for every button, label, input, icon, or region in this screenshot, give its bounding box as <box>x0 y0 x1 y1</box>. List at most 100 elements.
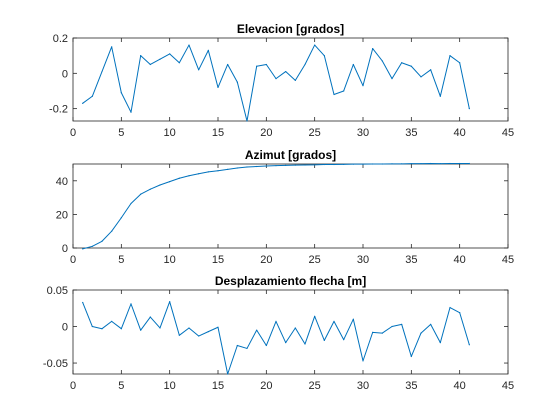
chart-title: Elevacion [grados] <box>237 22 344 36</box>
data-point <box>352 163 354 165</box>
data-point <box>439 95 441 97</box>
data-point <box>468 162 470 165</box>
data-point <box>468 108 470 110</box>
data-point <box>449 55 451 57</box>
data-point <box>130 303 132 305</box>
data-point <box>159 58 161 60</box>
data-point <box>265 63 267 66</box>
data-point <box>352 318 354 320</box>
data-point <box>140 329 142 331</box>
data-point <box>101 70 103 73</box>
data-point <box>343 339 345 341</box>
data-point <box>120 217 122 219</box>
data-point <box>178 177 180 179</box>
data-point <box>217 86 219 89</box>
data-point <box>217 170 219 172</box>
data-point <box>169 181 171 183</box>
y-tick-label: -0.05 <box>43 358 68 370</box>
data-point <box>391 325 393 328</box>
data-point <box>343 90 345 92</box>
data-point <box>246 166 248 168</box>
subplot-3: Desplazamiento flecha [m] 0 5 10 15 20 25 30 35 4… <box>43 274 514 392</box>
data-point <box>352 63 354 66</box>
x-tick-label: 40 <box>454 254 466 266</box>
data-point <box>410 163 412 165</box>
data-point <box>91 325 93 328</box>
x-tick-label: 5 <box>118 380 124 392</box>
data-point <box>362 85 364 87</box>
data-point <box>82 102 84 104</box>
data-point <box>169 53 171 55</box>
data-point <box>449 306 451 309</box>
data-point <box>391 163 393 165</box>
data-point <box>256 329 258 331</box>
data-point <box>294 79 296 81</box>
data-point <box>120 328 122 330</box>
data-point <box>169 301 171 303</box>
data-point <box>246 120 248 122</box>
data-point <box>294 164 296 166</box>
data-point <box>323 163 325 166</box>
data-point <box>159 184 161 186</box>
data-point <box>459 312 461 314</box>
x-tick-label: 35 <box>405 254 417 266</box>
data-point <box>304 164 306 166</box>
data-point <box>140 55 142 57</box>
data-point <box>101 328 103 330</box>
data-point <box>236 81 238 83</box>
data-point <box>420 76 422 78</box>
x-tick-label: 30 <box>357 127 369 139</box>
x-tick-label: 45 <box>502 254 514 266</box>
subplot-1: Elevacion [grados] 0 5 10 15 20 25 30 35 40 45 -0.2… <box>49 22 514 139</box>
data-point <box>430 162 432 165</box>
data-point <box>91 95 93 97</box>
data-point <box>130 202 132 205</box>
x-tick-label: 20 <box>260 127 272 139</box>
chart-title: Desplazamiento flecha [m] <box>215 274 366 288</box>
data-point <box>207 49 209 51</box>
x-tick-label: 10 <box>164 380 176 392</box>
data-point <box>256 165 258 168</box>
y-tick-label: 20 <box>56 209 68 221</box>
data-point <box>439 341 441 344</box>
data-point <box>391 78 393 80</box>
data-point <box>227 63 229 66</box>
data-point <box>401 163 403 165</box>
data-point <box>188 327 190 329</box>
axes-box <box>72 37 509 122</box>
data-point <box>362 163 364 165</box>
data-point <box>294 327 296 329</box>
data-point <box>333 163 335 166</box>
data-point <box>343 163 345 165</box>
data-point <box>285 341 287 344</box>
data-point <box>188 175 190 177</box>
data-point <box>304 343 306 345</box>
x-tick-label: 10 <box>164 127 176 139</box>
chart-title: Azimut [grados] <box>245 148 336 162</box>
data-point <box>246 347 248 350</box>
data-point <box>149 316 151 318</box>
data-point <box>420 332 422 334</box>
data-point <box>207 171 209 173</box>
x-tick-label: 15 <box>212 254 224 266</box>
y-tick-label: 0.05 <box>47 285 68 297</box>
data-point <box>449 162 451 165</box>
data-point <box>178 334 180 336</box>
data-point <box>285 164 287 166</box>
data-point <box>159 327 161 329</box>
data-point <box>227 168 229 170</box>
data-point <box>372 163 374 165</box>
x-tick-label: 25 <box>309 127 321 139</box>
data-point <box>314 44 316 46</box>
data-point <box>401 62 403 64</box>
data-point <box>333 93 335 96</box>
data-point <box>256 65 258 67</box>
data-point <box>198 69 200 71</box>
data-point <box>314 164 316 166</box>
x-tick-label: 40 <box>454 127 466 139</box>
data-point <box>149 188 151 190</box>
data-point <box>468 344 470 346</box>
data-point <box>410 65 412 67</box>
x-tick-label: 40 <box>454 380 466 392</box>
axes-box <box>72 163 509 249</box>
